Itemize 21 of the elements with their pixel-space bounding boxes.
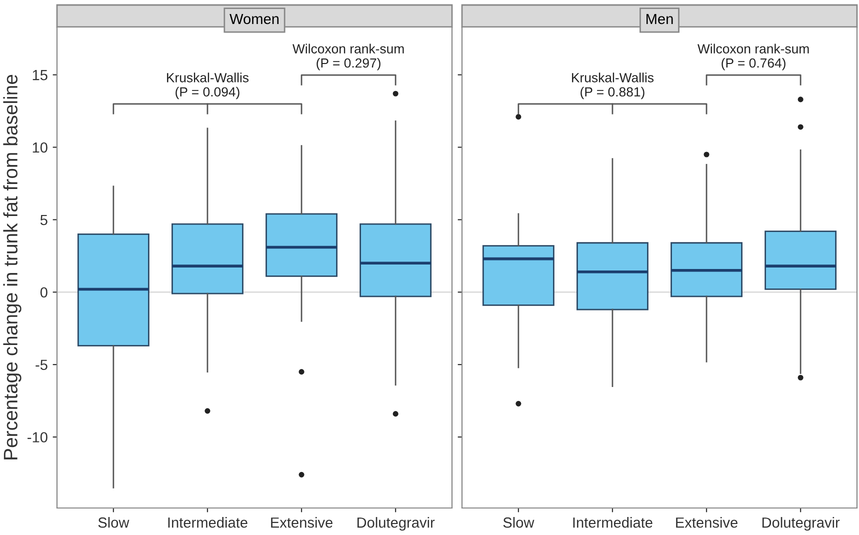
- x-tick-label: Dolutegravir: [357, 517, 435, 531]
- annotation: Wilcoxon rank-sum (P = 0.297): [292, 44, 404, 70]
- chart-title: Men: [646, 14, 673, 24]
- annotation: Wilcoxon rank-sum (P = 0.764): [698, 44, 809, 70]
- y-tick-label: 15: [32, 70, 48, 80]
- x-tick-label: Intermediate: [573, 517, 652, 528]
- x-tick-label: Extensive: [271, 517, 332, 528]
- annotation: Kruskal-Wallis (P = 0.881): [572, 72, 654, 100]
- y-tick-label: -10: [28, 432, 48, 442]
- y-tick-label: -5: [36, 360, 48, 370]
- y-axis-title: Percentage change in trunk fat from baseline: [3, 74, 22, 460]
- x-tick-label: Dolutegravir: [762, 517, 840, 531]
- x-tick-label: Intermediate: [168, 517, 248, 528]
- y-tick-label: 5: [40, 214, 48, 226]
- x-tick-label: Slow: [503, 517, 534, 528]
- y-tick-label: 0: [40, 287, 48, 298]
- x-tick-label: Slow: [98, 517, 130, 528]
- chart-title: Women: [230, 14, 279, 24]
- annotation: Kruskal-Wallis (P = 0.094): [167, 72, 249, 100]
- x-tick-label: Extensive: [676, 517, 738, 528]
- y-tick-label: 10: [32, 142, 48, 153]
